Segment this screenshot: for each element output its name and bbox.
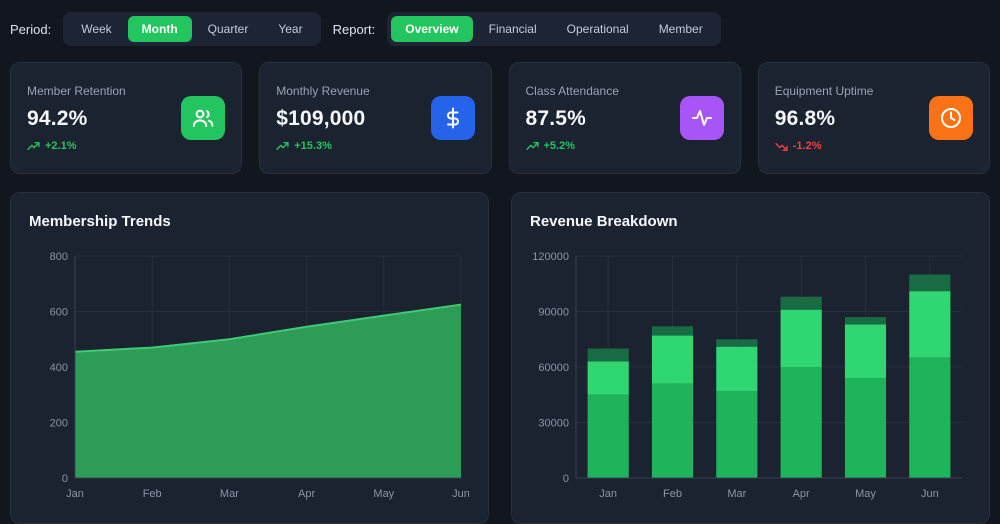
clock-icon [929, 96, 973, 140]
panel-title: Membership Trends [29, 213, 171, 230]
card-delta-value: +15.3% [294, 140, 332, 152]
report-switcher: Overview Financial Operational Member [387, 12, 721, 46]
card-delta: +2.1% [27, 140, 126, 153]
kpi-card-equipment-uptime: Equipment Uptime 96.8% -1.2% [757, 62, 990, 174]
chart-panels: Membership Trends 0 200 400 600 800 Jan Feb Mar… [10, 192, 990, 524]
panel-title: Revenue Breakdown [530, 213, 678, 230]
svg-text:600: 600 [50, 307, 68, 319]
kpi-cards: Member Retention 94.2% +2.1% Monthly Rev… [10, 62, 990, 174]
period-label: Period: [10, 21, 52, 37]
kpi-card-monthly-revenue: Monthly Revenue $109,000 +15.3% [259, 62, 492, 174]
card-delta: -1.2% [775, 140, 874, 153]
kpi-card-content: Member Retention 94.2% +2.1% [27, 84, 126, 153]
report-overview-button[interactable]: Overview [391, 16, 473, 42]
activity-icon [679, 96, 724, 140]
dollar-icon [430, 96, 475, 140]
card-title: Member Retention [27, 83, 126, 98]
card-value: $109,000 [276, 106, 366, 130]
report-operational-button[interactable]: Operational [553, 16, 643, 42]
trend-up-icon [27, 140, 40, 153]
kpi-card-content: Equipment Uptime 96.8% -1.2% [775, 84, 874, 153]
period-week-button[interactable]: Week [67, 16, 125, 42]
card-title: Class Attendance [525, 83, 619, 98]
trend-up-icon [525, 140, 539, 153]
toolbar: Period: Week Month Quarter Year Report: … [10, 12, 990, 46]
period-switcher: Week Month Quarter Year [63, 12, 321, 46]
svg-text:90000: 90000 [538, 307, 569, 319]
membership-trends-chart: 0 200 400 600 800 Jan Feb Mar Apr May Jun [50, 251, 469, 500]
kpi-card-content: Class Attendance 87.5% +5.2% [526, 84, 619, 153]
svg-text:0: 0 [563, 473, 569, 485]
svg-text:800: 800 [50, 251, 68, 263]
period-quarter-button[interactable]: Quarter [194, 16, 263, 42]
svg-text:200: 200 [50, 418, 68, 430]
svg-text:Feb: Feb [143, 488, 162, 500]
svg-text:Feb: Feb [663, 488, 682, 500]
card-value: 94.2% [27, 106, 88, 130]
card-title: Equipment Uptime [774, 83, 874, 98]
svg-text:Mar: Mar [220, 488, 239, 500]
svg-text:Jan: Jan [66, 488, 84, 500]
card-delta-value: +5.2% [543, 140, 576, 152]
svg-text:May: May [373, 488, 394, 500]
users-icon [181, 96, 226, 140]
period-year-button[interactable]: Year [264, 16, 316, 42]
svg-text:60000: 60000 [538, 362, 569, 374]
svg-text:Jun: Jun [921, 488, 939, 500]
trend-up-icon [276, 140, 289, 153]
card-delta: +15.3% [276, 140, 369, 153]
svg-text:Apr: Apr [793, 488, 810, 500]
membership-trends-panel: Membership Trends 0 200 400 600 800 Jan Feb Mar… [10, 192, 489, 524]
kpi-card-content: Monthly Revenue $109,000 +15.3% [276, 84, 369, 153]
svg-text:400: 400 [50, 362, 68, 374]
card-delta-value: +2.1% [45, 140, 77, 152]
report-member-button[interactable]: Member [645, 16, 717, 42]
svg-text:Apr: Apr [298, 488, 315, 500]
svg-text:May: May [855, 488, 876, 500]
svg-text:120000: 120000 [532, 251, 569, 263]
card-title: Monthly Revenue [276, 83, 370, 98]
report-label: Report: [332, 21, 376, 37]
svg-text:30000: 30000 [538, 418, 569, 430]
revenue-breakdown-chart: 0 30000 60000 90000 120000 Jan Feb Mar Apr May Jun [532, 251, 962, 500]
svg-text:Jan: Jan [599, 488, 617, 500]
period-month-button[interactable]: Month [127, 16, 192, 42]
kpi-card-class-attendance: Class Attendance 87.5% +5.2% [508, 62, 741, 174]
revenue-breakdown-panel: Revenue Breakdown 0 30000 60000 90000 120000… [511, 192, 990, 524]
kpi-card-member-retention: Member Retention 94.2% +2.1% [10, 62, 243, 174]
svg-text:Mar: Mar [727, 488, 746, 500]
card-value: 96.8% [774, 106, 836, 130]
card-value: 87.5% [525, 106, 587, 130]
card-delta: +5.2% [525, 140, 619, 153]
report-financial-button[interactable]: Financial [475, 16, 551, 42]
trend-down-icon [775, 140, 788, 153]
svg-text:Jun: Jun [452, 488, 469, 500]
card-delta-value: -1.2% [792, 140, 822, 152]
svg-text:0: 0 [62, 473, 68, 485]
